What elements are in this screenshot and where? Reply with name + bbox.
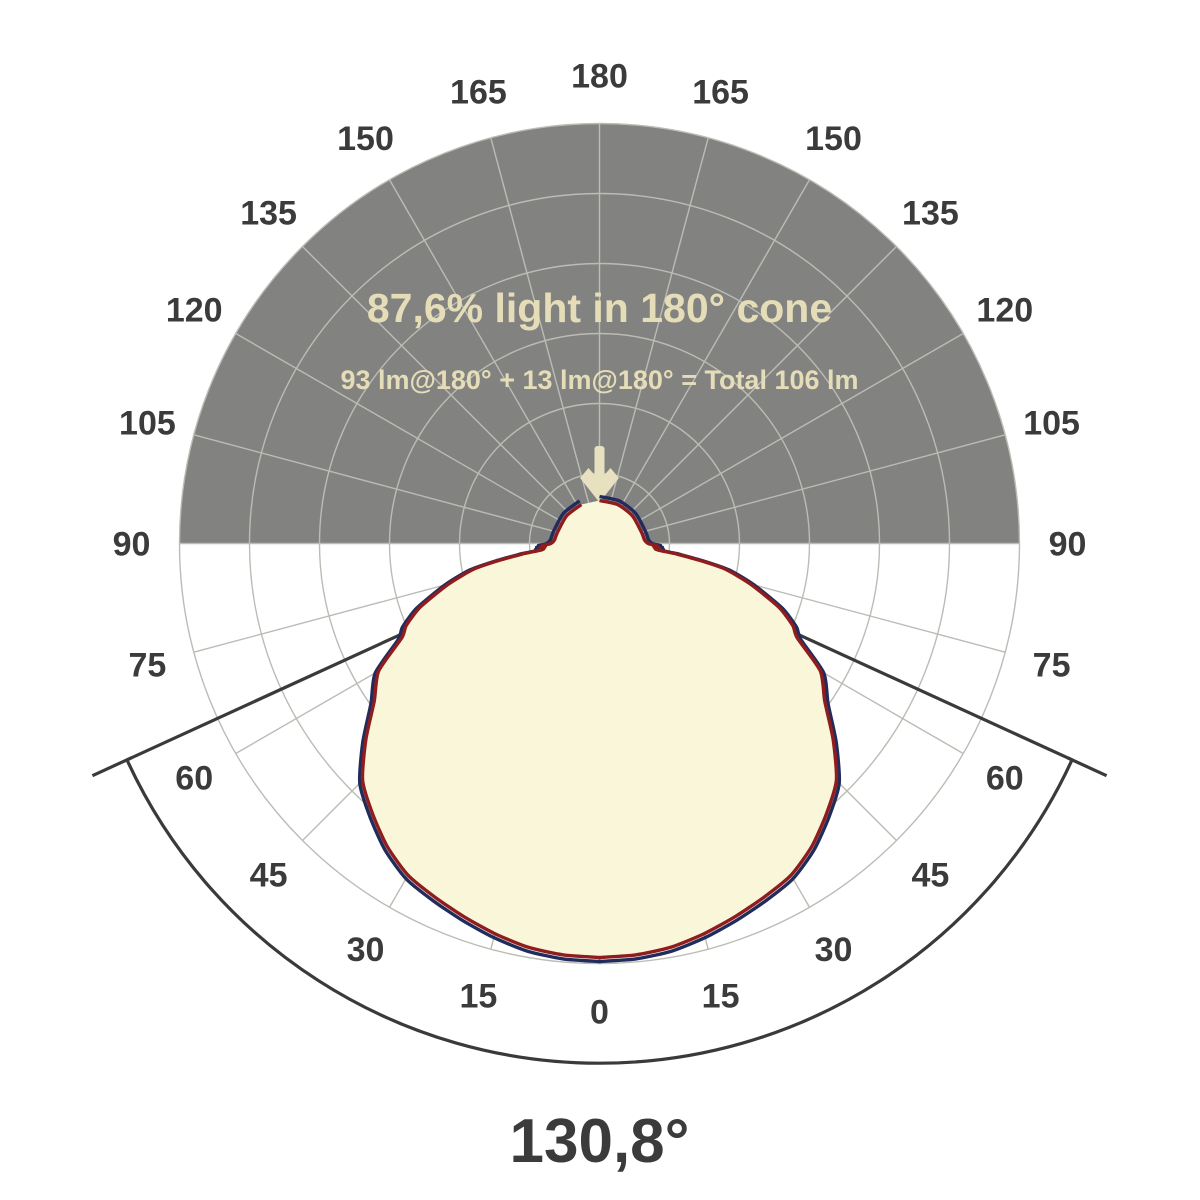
svg-text:87,6% light in 180° cone: 87,6% light in 180° cone	[367, 285, 832, 331]
svg-text:0: 0	[590, 994, 609, 1032]
svg-text:15: 15	[702, 978, 740, 1016]
svg-text:60: 60	[986, 760, 1024, 798]
svg-text:90: 90	[113, 526, 151, 564]
svg-text:45: 45	[911, 856, 949, 894]
svg-text:93 lm@180° + 13 lm@180° = Tota: 93 lm@180° + 13 lm@180° = Total 106 lm	[340, 365, 858, 395]
svg-text:105: 105	[119, 404, 176, 442]
svg-text:45: 45	[250, 856, 288, 894]
svg-text:180: 180	[571, 58, 628, 96]
svg-text:150: 150	[805, 120, 862, 158]
svg-text:75: 75	[1033, 647, 1071, 685]
svg-text:135: 135	[240, 195, 297, 233]
svg-text:15: 15	[459, 978, 497, 1016]
svg-text:60: 60	[175, 760, 213, 798]
svg-text:135: 135	[902, 195, 959, 233]
svg-text:30: 30	[815, 931, 853, 969]
svg-text:150: 150	[337, 120, 394, 158]
svg-text:165: 165	[450, 73, 507, 111]
svg-text:120: 120	[166, 292, 223, 330]
svg-text:130,8°: 130,8°	[510, 1107, 690, 1176]
svg-text:120: 120	[976, 292, 1033, 330]
svg-text:75: 75	[128, 647, 166, 685]
svg-text:30: 30	[347, 931, 385, 969]
svg-text:165: 165	[692, 73, 749, 111]
svg-text:105: 105	[1023, 404, 1080, 442]
svg-text:90: 90	[1049, 526, 1087, 564]
